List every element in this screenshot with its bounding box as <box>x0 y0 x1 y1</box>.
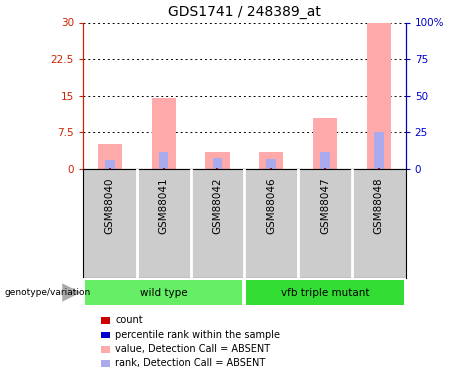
Bar <box>105 160 115 169</box>
Bar <box>109 168 111 169</box>
Bar <box>259 152 284 169</box>
Bar <box>98 144 122 169</box>
Bar <box>374 132 384 169</box>
Bar <box>366 22 391 169</box>
Bar <box>205 152 230 169</box>
Text: GSM88040: GSM88040 <box>105 177 115 234</box>
Bar <box>152 98 176 169</box>
Text: percentile rank within the sample: percentile rank within the sample <box>115 330 280 339</box>
Bar <box>247 280 403 305</box>
Text: GSM88046: GSM88046 <box>266 177 276 234</box>
Bar <box>163 168 165 169</box>
Text: vfb triple mutant: vfb triple mutant <box>281 288 369 297</box>
Bar <box>266 159 276 169</box>
Bar <box>324 168 326 169</box>
Bar <box>378 168 380 169</box>
Bar <box>85 280 242 305</box>
Text: wild type: wild type <box>140 288 188 297</box>
Text: GSM88048: GSM88048 <box>374 177 384 234</box>
Text: GSM88047: GSM88047 <box>320 177 330 234</box>
Text: GSM88041: GSM88041 <box>159 177 169 234</box>
Title: GDS1741 / 248389_at: GDS1741 / 248389_at <box>168 5 321 19</box>
Bar <box>320 152 330 169</box>
Text: GSM88042: GSM88042 <box>213 177 223 234</box>
Polygon shape <box>62 284 81 302</box>
Bar <box>270 168 272 169</box>
Bar <box>217 168 219 169</box>
Text: genotype/variation: genotype/variation <box>5 288 91 297</box>
Bar <box>213 158 222 169</box>
Text: value, Detection Call = ABSENT: value, Detection Call = ABSENT <box>115 344 270 354</box>
Bar <box>159 152 168 169</box>
Text: count: count <box>115 315 143 325</box>
Text: rank, Detection Call = ABSENT: rank, Detection Call = ABSENT <box>115 358 266 368</box>
Bar <box>313 118 337 169</box>
